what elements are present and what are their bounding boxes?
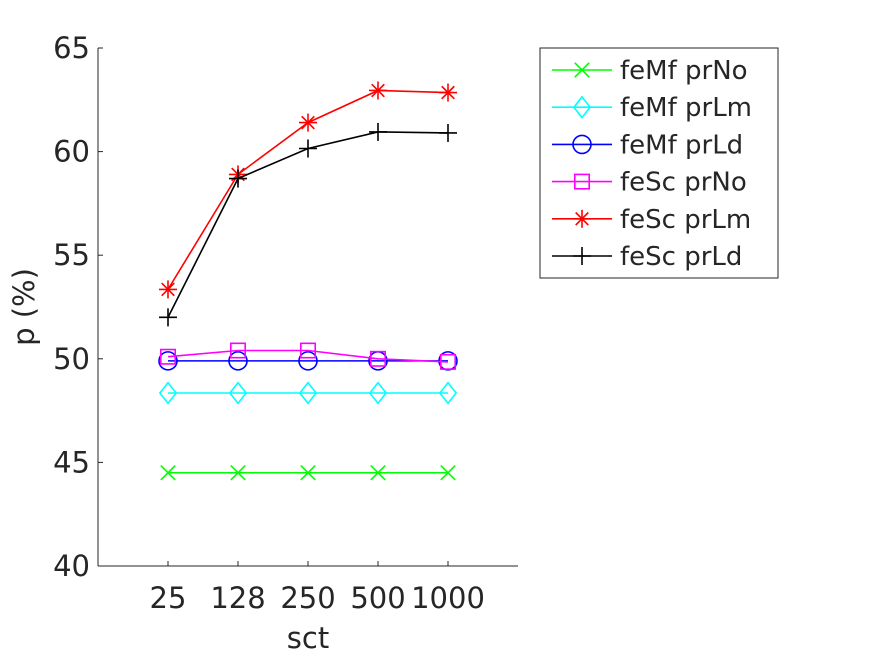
- series-marker: [439, 83, 457, 102]
- series-marker: [439, 123, 457, 142]
- y-tick-label: 60: [53, 135, 90, 169]
- series-marker: [229, 169, 247, 188]
- legend-label: feMf prLd: [620, 130, 743, 160]
- y-axis-label: p (%): [7, 268, 41, 346]
- marker-diamond: [438, 381, 458, 405]
- series-marker: [299, 342, 316, 359]
- marker-diamond: [572, 95, 592, 119]
- marker-circle: [572, 134, 592, 155]
- legend-label: feSc prNo: [620, 168, 747, 198]
- y-tick-label: 45: [53, 445, 90, 479]
- series-marker: [438, 381, 458, 405]
- marker-stroke: [230, 464, 246, 481]
- marker-square: [230, 342, 247, 359]
- series-line: [167, 131, 449, 318]
- y-tick-label: 55: [53, 238, 90, 272]
- series-layer: [158, 81, 458, 481]
- marker-diamond: [368, 381, 388, 405]
- series-marker: [369, 350, 386, 367]
- series-marker: [440, 464, 456, 481]
- series-marker: [230, 464, 246, 481]
- x-tick-label: 128: [210, 581, 265, 615]
- series-femf-prlm: [158, 381, 458, 405]
- x-tick-label: 250: [280, 581, 335, 615]
- legend-label: feMf prLm: [620, 93, 752, 123]
- series-marker: [160, 464, 176, 481]
- legend-entry: feMf prLd: [552, 130, 743, 160]
- series-marker: [573, 173, 590, 190]
- marker-stroke: [160, 464, 176, 481]
- series-marker: [160, 348, 177, 365]
- legend: feMf prNo feMf prLm feMf prLd feSc prNo feSc…: [539, 47, 779, 279]
- series-marker: [230, 342, 247, 359]
- legend-box: [539, 47, 779, 279]
- series-marker: [299, 139, 317, 158]
- series-marker: [574, 62, 590, 78]
- marker-stroke: [441, 85, 455, 100]
- series-femf-prno: [160, 464, 456, 481]
- series-marker: [159, 280, 177, 299]
- marker-stroke: [161, 282, 175, 297]
- marker-circle: [158, 351, 178, 371]
- marker-circle: [298, 351, 318, 371]
- x-tick-label: 25: [150, 581, 187, 615]
- y-tick-label: 65: [53, 31, 90, 65]
- legend-entry: feMf prLm: [552, 93, 752, 123]
- series-marker: [572, 134, 592, 155]
- series-marker: [228, 351, 248, 371]
- series-marker: [439, 353, 456, 370]
- series-marker: [369, 122, 387, 141]
- series-marker: [158, 351, 178, 371]
- marker-diamond: [158, 381, 178, 405]
- x-tick-label: 500: [350, 581, 405, 615]
- marker-diamond: [298, 381, 318, 405]
- series-marker: [159, 308, 177, 327]
- marker-circle: [228, 351, 248, 371]
- series-marker: [299, 113, 317, 132]
- marker-stroke: [301, 115, 315, 130]
- legend-entry: feSc prLm: [552, 205, 751, 235]
- series-fesc-prlm: [159, 81, 457, 299]
- series-marker: [368, 381, 388, 405]
- series-marker: [573, 247, 591, 265]
- marker-diamond: [228, 381, 248, 405]
- series-line: [167, 349, 449, 363]
- marker-stroke: [575, 211, 589, 226]
- y-tick-label: 40: [53, 549, 90, 583]
- marker-square: [160, 348, 177, 365]
- marker-stroke: [370, 464, 386, 481]
- series-marker: [298, 381, 318, 405]
- axes: 40 45 50 55 60 65 25 128 250 500 1000: [53, 31, 518, 615]
- marker-square: [439, 353, 456, 370]
- series-marker: [298, 351, 318, 371]
- marker-stroke: [440, 464, 456, 481]
- x-tick-label: 1000: [411, 581, 485, 615]
- series-marker: [300, 464, 316, 481]
- series-marker: [158, 381, 178, 405]
- marker-stroke: [300, 464, 316, 481]
- series-marker: [228, 381, 248, 405]
- marker-square: [369, 350, 386, 367]
- marker-square: [299, 342, 316, 359]
- marker-stroke: [371, 83, 385, 98]
- x-axis-label: sct: [287, 621, 329, 655]
- marker-stroke: [574, 62, 590, 78]
- series-marker: [369, 81, 387, 100]
- legend-label: feSc prLm: [620, 205, 751, 235]
- legend-entry: feMf prNo: [552, 56, 748, 86]
- marker-square: [573, 173, 590, 190]
- legend-label: feSc prLd: [620, 242, 742, 272]
- legend-entry: feSc prNo: [552, 168, 747, 198]
- series-fesc-prld: [159, 122, 457, 327]
- series-fesc-prno: [160, 342, 456, 370]
- series-marker: [573, 209, 591, 228]
- legend-label: feMf prNo: [620, 56, 748, 86]
- legend-entry: feSc prLd: [552, 242, 742, 272]
- y-tick-label: 50: [53, 342, 90, 376]
- series-marker: [370, 464, 386, 481]
- series-marker: [572, 95, 592, 119]
